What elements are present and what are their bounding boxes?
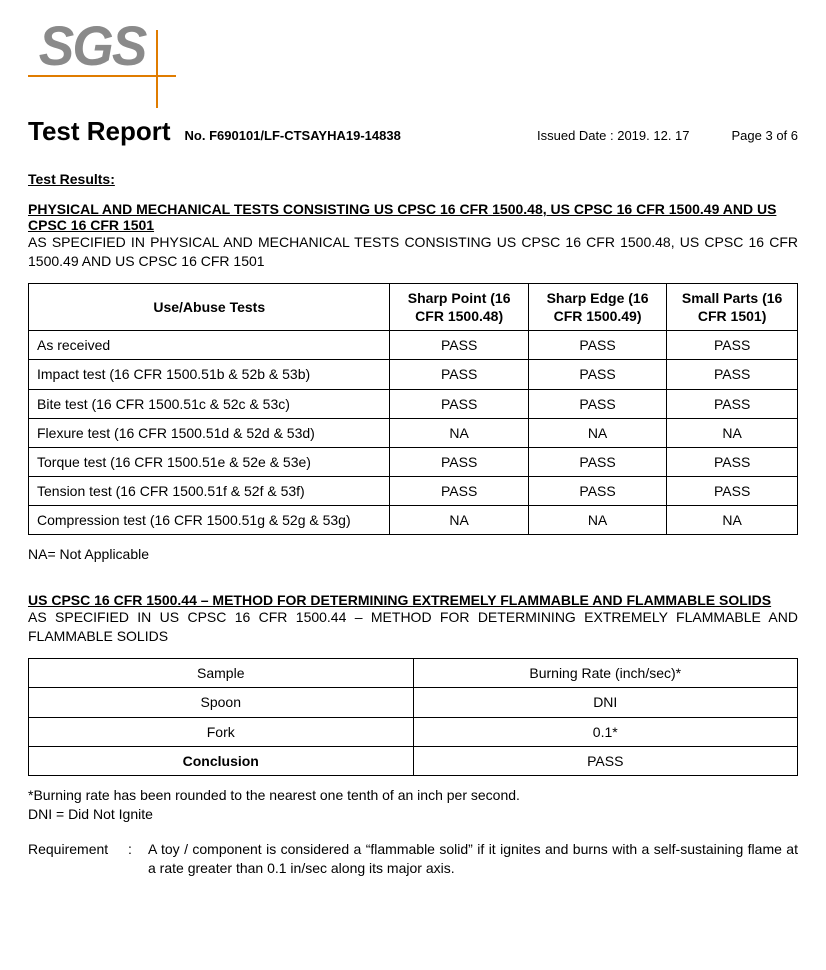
test-result: PASS [667, 360, 798, 389]
na-footnote: NA= Not Applicable [28, 545, 798, 564]
section1-subtitle: AS SPECIFIED IN PHYSICAL AND MECHANICAL … [28, 233, 798, 271]
section1-title: PHYSICAL AND MECHANICAL TESTS CONSISTING… [28, 201, 798, 233]
test-result: NA [667, 418, 798, 447]
burning-rate: DNI [413, 688, 798, 717]
section2-title: US CPSC 16 CFR 1500.44 – METHOD FOR DETE… [28, 592, 798, 608]
section2-subtitle: AS SPECIFIED IN US CPSC 16 CFR 1500.44 –… [28, 608, 798, 646]
test-name: Bite test (16 CFR 1500.51c & 52c & 53c) [29, 389, 390, 418]
test-result: PASS [390, 477, 528, 506]
report-page: SGS Test Report No. F690101/LF-CTSAYHA19… [0, 0, 826, 907]
col-sample: Sample [29, 659, 414, 688]
test-result: PASS [667, 477, 798, 506]
issued-date: Issued Date : 2019. 12. 17 [537, 128, 690, 143]
sample-name: Spoon [29, 688, 414, 717]
requirement-row: Requirement : A toy / component is consi… [28, 840, 798, 879]
burning-footnote: *Burning rate has been rounded to the ne… [28, 786, 798, 824]
table-row: Tension test (16 CFR 1500.51f & 52f & 53… [29, 477, 798, 506]
footnote-rounding: *Burning rate has been rounded to the ne… [28, 787, 520, 803]
col-sharp-edge: Sharp Edge (16 CFR 1500.49) [528, 283, 666, 330]
test-result: PASS [667, 331, 798, 360]
logo-line-v [156, 30, 158, 108]
requirement-colon: : [128, 840, 148, 879]
logo-text: SGS [39, 18, 146, 74]
col-burning-rate: Burning Rate (inch/sec)* [413, 659, 798, 688]
test-result: PASS [390, 389, 528, 418]
footnote-dni: DNI = Did Not Ignite [28, 806, 153, 822]
conclusion-label: Conclusion [29, 746, 414, 775]
test-result: NA [528, 506, 666, 535]
table-row: Torque test (16 CFR 1500.51e & 52e & 53e… [29, 447, 798, 476]
test-result: PASS [667, 447, 798, 476]
col-tests: Use/Abuse Tests [29, 283, 390, 330]
table-row: Flexure test (16 CFR 1500.51d & 52d & 53… [29, 418, 798, 447]
col-small-parts: Small Parts (16 CFR 1501) [667, 283, 798, 330]
test-result: PASS [390, 360, 528, 389]
table-row: Bite test (16 CFR 1500.51c & 52c & 53c)P… [29, 389, 798, 418]
test-results-label: Test Results: [28, 171, 798, 187]
report-title: Test Report [28, 116, 171, 147]
test-result: NA [390, 506, 528, 535]
logo: SGS [28, 18, 798, 96]
test-result: PASS [390, 447, 528, 476]
test-result: NA [390, 418, 528, 447]
page-number: Page 3 of 6 [732, 128, 799, 143]
test-name: Impact test (16 CFR 1500.51b & 52b & 53b… [29, 360, 390, 389]
requirement-text: A toy / component is considered a “flamm… [148, 840, 798, 879]
test-name: Tension test (16 CFR 1500.51f & 52f & 53… [29, 477, 390, 506]
test-result: NA [528, 418, 666, 447]
test-result: PASS [528, 331, 666, 360]
test-name: As received [29, 331, 390, 360]
test-result: PASS [667, 389, 798, 418]
report-number: No. F690101/LF-CTSAYHA19-14838 [185, 128, 401, 143]
header-row: Test Report No. F690101/LF-CTSAYHA19-148… [28, 116, 798, 147]
table-row: Compression test (16 CFR 1500.51g & 52g … [29, 506, 798, 535]
test-name: Compression test (16 CFR 1500.51g & 52g … [29, 506, 390, 535]
burning-rate: 0.1* [413, 717, 798, 746]
test-result: PASS [528, 389, 666, 418]
test-result: PASS [528, 360, 666, 389]
col-sharp-point: Sharp Point (16 CFR 1500.48) [390, 283, 528, 330]
test-result: NA [667, 506, 798, 535]
table-row: Fork0.1* [29, 717, 798, 746]
conclusion-row: Conclusion PASS [29, 746, 798, 775]
test-name: Flexure test (16 CFR 1500.51d & 52d & 53… [29, 418, 390, 447]
use-abuse-table: Use/Abuse Tests Sharp Point (16 CFR 1500… [28, 283, 798, 536]
test-name: Torque test (16 CFR 1500.51e & 52e & 53e… [29, 447, 390, 476]
table-row: As receivedPASSPASSPASS [29, 331, 798, 360]
test-result: PASS [528, 447, 666, 476]
table-header-row: Sample Burning Rate (inch/sec)* [29, 659, 798, 688]
table-header-row: Use/Abuse Tests Sharp Point (16 CFR 1500… [29, 283, 798, 330]
test-result: PASS [528, 477, 666, 506]
requirement-label: Requirement [28, 840, 128, 879]
test-result: PASS [390, 331, 528, 360]
table-row: Impact test (16 CFR 1500.51b & 52b & 53b… [29, 360, 798, 389]
conclusion-value: PASS [413, 746, 798, 775]
table-row: SpoonDNI [29, 688, 798, 717]
flammability-table: Sample Burning Rate (inch/sec)* SpoonDNI… [28, 658, 798, 776]
sample-name: Fork [29, 717, 414, 746]
